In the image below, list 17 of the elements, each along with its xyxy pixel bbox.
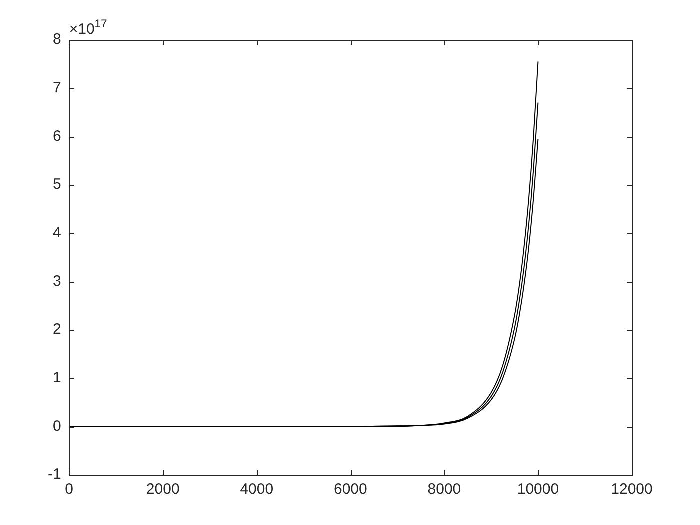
- y-tick-label: 8: [52, 31, 62, 48]
- y-tick-label: 4: [52, 224, 62, 242]
- y-tick-label: 2: [52, 321, 62, 338]
- x-tick-label: 10000: [517, 481, 560, 498]
- x-tick-label: 6000: [334, 481, 368, 498]
- x-tick-label: 12000: [611, 481, 653, 498]
- y-tick-label: 1: [52, 369, 62, 386]
- x-tick-label: 4000: [240, 481, 274, 498]
- y-tick-label: 7: [52, 79, 62, 96]
- x-tick-label: 0: [65, 481, 74, 498]
- x-tick-label: 8000: [428, 481, 462, 498]
- y-tick-label: 6: [52, 128, 62, 145]
- y-tick-label: 0: [52, 418, 62, 435]
- y-tick-label: -1: [48, 466, 62, 484]
- y-tick-label: 5: [52, 176, 62, 194]
- y-tick-label: 3: [52, 272, 62, 290]
- x-tick-label: 2000: [146, 481, 180, 498]
